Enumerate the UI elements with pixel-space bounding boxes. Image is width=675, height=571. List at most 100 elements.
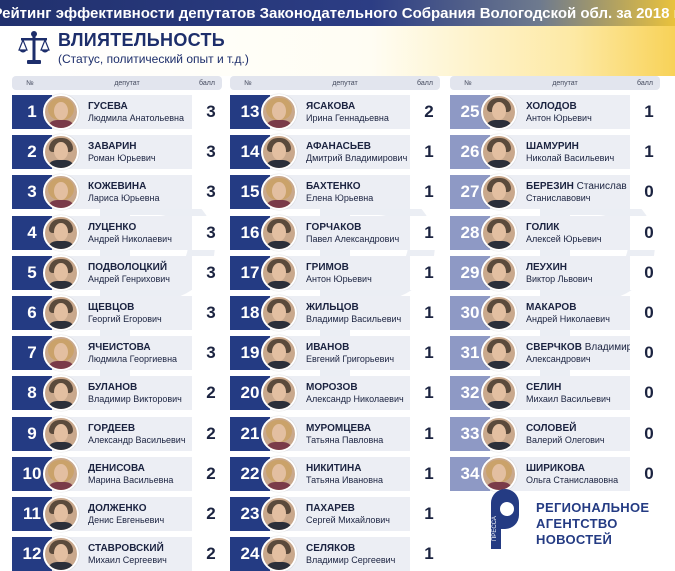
avatar-face (272, 503, 286, 522)
deputy-surname: ДОЛЖЕНКО (88, 503, 220, 514)
avatar (261, 375, 297, 412)
avatar-body (47, 200, 75, 209)
score-box (192, 135, 230, 170)
score-value: 1 (424, 463, 434, 483)
score-box (630, 295, 668, 330)
score-value: 0 (644, 182, 654, 202)
deputy-name: Людмила Георгиевна (88, 354, 178, 365)
deputy-name: Виктор Львович (526, 273, 593, 284)
deputy-name: Владимир Сергеевич (306, 555, 396, 566)
deputy-name: Роман Юрьевич (88, 153, 156, 164)
avatar-body (47, 562, 75, 571)
avatar-body (47, 481, 75, 490)
surname-text: ДОЛЖЕНКО (88, 502, 147, 514)
deputy-row: 7 ЯЧЕИСТОВА Людмила Георгиевна 3 (12, 335, 230, 373)
avatar-body (485, 280, 513, 289)
score-value: 0 (644, 302, 654, 322)
rank-number: 28 (450, 215, 490, 250)
avatar-face (54, 503, 68, 522)
surname-text: ЗАВАРИН (88, 141, 137, 153)
surname-text: ГОРДЕЕВ (88, 422, 136, 434)
deputy-name: Татьяна Ивановна (306, 474, 383, 485)
avatar-face (272, 262, 286, 281)
avatar-face (54, 383, 68, 402)
deputy-row: 19 ИВАНОВ Евгений Григорьевич 1 (230, 335, 448, 373)
avatar (43, 335, 79, 372)
deputy-name: Александрович (526, 354, 591, 365)
deputy-name: Евгений Григорьевич (306, 354, 395, 365)
surname-text: НИКИТИНА (306, 462, 362, 474)
avatar-face (272, 222, 286, 241)
avatar-face (492, 182, 506, 201)
deputy-name: Андрей Николаевич (88, 233, 172, 244)
avatar-body (265, 562, 293, 571)
avatar (481, 294, 517, 331)
deputy-surname: ЛЕУХИН (526, 262, 658, 273)
score-box (410, 376, 448, 411)
deputy-surname: СЕЛИН (526, 382, 658, 393)
deputy-name: Алексей Юрьевич (526, 233, 602, 244)
deputy-name: Михаил Васильевич (526, 394, 611, 405)
deputy-name: Сергей Михайлович (306, 514, 390, 525)
avatar-body (265, 240, 293, 249)
first-name-text: Владимир (584, 342, 633, 354)
score-value: 1 (424, 383, 434, 403)
deputy-row: 2 ЗАВАРИН Роман Юрьевич 3 (12, 134, 230, 172)
deputy-name: Михаил Сергеевич (88, 555, 167, 566)
deputy-name: Ольга Станиславовна (526, 474, 619, 485)
surname-text: ГУСЕВА (88, 101, 128, 112)
deputy-name: Антон Юрьевич (526, 113, 592, 123)
deputy-surname: ЩЕВЦОВ (88, 302, 220, 313)
surname-text: ШАМУРИН (526, 141, 579, 153)
deputy-name: Андрей Генрихович (88, 273, 170, 284)
score-value: 3 (206, 182, 216, 202)
score-value: 0 (644, 383, 654, 403)
score-box (192, 376, 230, 411)
score-value: 1 (644, 142, 654, 162)
deputy-surname: ИВАНОВ (306, 342, 438, 353)
surname-text: ХОЛОДОВ (526, 101, 577, 112)
score-box (410, 416, 448, 451)
avatar (261, 174, 297, 211)
avatar-face (54, 343, 68, 362)
deputy-row: 11 ДОЛЖЕНКО Денис Евгеньевич 2 (12, 495, 230, 534)
agency-name-line: РЕГИОНАЛЬНОЕ (536, 500, 650, 515)
avatar (481, 134, 517, 171)
score-box (630, 255, 668, 290)
deputy-surname: ГОЛИК (526, 222, 658, 233)
score-value: 3 (206, 222, 216, 242)
avatar-face (492, 262, 506, 281)
score-box (192, 215, 230, 250)
deputy-row: 9 ГОРДЕЕВ Александр Васильевич 2 (12, 415, 230, 454)
deputy-surname: ПОДВОЛОЦКИЙ (88, 262, 220, 273)
deputy-name: Марина Васильевна (88, 474, 174, 485)
deputy-name: Антон Юрьевич (306, 273, 372, 284)
avatar-face (54, 463, 68, 482)
deputy-surname: ЛУЦЕНКО (88, 222, 220, 233)
avatar-face (54, 182, 68, 201)
avatar-body (485, 361, 513, 370)
deputy-surname: ГУСЕВА (88, 101, 220, 112)
agency-r-logo-icon: ПРЕССА (491, 489, 519, 549)
avatar-face (272, 142, 286, 161)
avatar (261, 455, 297, 492)
deputy-surname: БАХТЕНКО (306, 181, 438, 192)
column-header: № депутат балл (450, 76, 660, 90)
score-box (410, 255, 448, 290)
avatar-face (272, 343, 286, 362)
surname-text: АФАНАСЬЕВ (306, 141, 371, 153)
avatar (481, 415, 517, 452)
avatar (261, 335, 297, 372)
score-box (630, 376, 668, 411)
first-name-text: Станислав (576, 181, 627, 193)
deputy-row: 8 БУЛАНОВ Владимир Викторович 2 (12, 375, 230, 413)
avatar-face (272, 383, 286, 402)
score-box (410, 295, 448, 330)
deputy-row: 22 НИКИТИНА Татьяна Ивановна 1 (230, 455, 448, 494)
surname-text: СТАВРОВСКИЙ (88, 543, 164, 555)
avatar-face (272, 423, 286, 442)
avatar-body (47, 521, 75, 530)
avatar-face (54, 102, 68, 120)
row-list: 13 ЯСАКОВА Ирина Геннадьевна 2 14 АФАНАСЬЕВ Дм… (230, 94, 448, 571)
deputy-row: 32 СЕЛИН Михаил Васильевич 0 (450, 375, 668, 413)
